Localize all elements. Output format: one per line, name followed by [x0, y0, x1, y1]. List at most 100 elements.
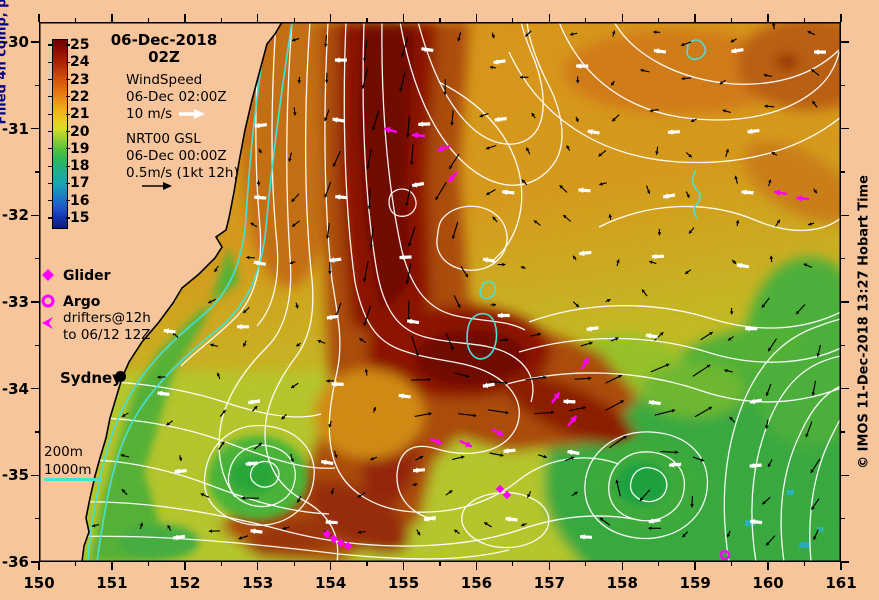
x-axis-label: 150: [23, 574, 55, 592]
y-tick-minor: [35, 518, 39, 520]
y-tick-minor-right: [841, 84, 845, 86]
city-marker: [115, 371, 126, 382]
x-tick-major: [111, 562, 113, 570]
y-tick-major-right: [841, 387, 849, 390]
x-tick-major: [694, 562, 696, 570]
wind-legend-time: 06-Dec 02:00Z: [126, 89, 227, 105]
colorbar-tick-label: 22: [70, 88, 90, 105]
y-axis-label: -30: [1, 33, 29, 51]
x-axis-label: 158: [606, 574, 638, 592]
colorbar-tick-left: [48, 113, 52, 115]
gsl-legend-time: 06-Dec 00:00Z: [126, 148, 227, 164]
y-tick-major-right: [841, 214, 849, 217]
colorbar-tick-left: [48, 148, 52, 150]
y-tick-minor-right: [841, 344, 845, 346]
x-tick-minor: [147, 562, 149, 566]
colorbar-tick-left: [48, 130, 52, 133]
map-canvas[interactable]: [39, 22, 841, 562]
drifter-legend-line1: drifters@12h: [63, 310, 151, 326]
bathy-200m-label: 200m: [44, 444, 83, 460]
wind-arrow-icon: [178, 109, 205, 119]
y-tick-minor-right: [841, 171, 845, 173]
x-tick-major: [38, 562, 40, 570]
y-tick-major: [31, 41, 39, 43]
x-tick-minor: [731, 562, 733, 566]
city-label: Sydney: [60, 369, 122, 387]
title-time: 02Z: [148, 48, 180, 66]
plot-title: 06-Dec-2018 02Z: [108, 32, 220, 66]
colorbar-tick-label: 24: [70, 54, 90, 71]
bathy-1000m-label: 1000m: [44, 462, 92, 478]
x-tick-major: [402, 562, 405, 570]
current-arrow-icon: [142, 182, 172, 190]
x-tick-minor-top: [220, 18, 222, 22]
argo-legend-label: Argo: [63, 294, 101, 310]
x-tick-minor-top: [658, 18, 660, 22]
x-axis-label: 157: [533, 574, 566, 592]
x-tick-major-top: [475, 14, 478, 22]
x-tick-major-top: [38, 14, 40, 22]
glider-icon: [42, 269, 54, 281]
y-axis-label: -32: [1, 206, 29, 225]
x-tick-major-top: [694, 14, 696, 22]
bathy-line-sample: [44, 478, 102, 481]
x-tick-minor-top: [293, 18, 295, 22]
sst-colorbar: [52, 39, 68, 229]
colorbar-tick-left: [48, 44, 52, 46]
credit-text: © IMOS 11-Dec-2018 13:27 Hobart Time: [856, 175, 872, 469]
colorbar-tick-right: [66, 217, 70, 219]
colorbar-tick-right: [66, 113, 70, 115]
title-date: 06-Dec-2018: [110, 31, 218, 49]
y-tick-minor: [35, 258, 39, 260]
x-tick-major: [767, 562, 769, 570]
colorbar-tick-right: [66, 96, 70, 98]
colorbar-tick-left: [48, 200, 52, 202]
x-tick-minor: [658, 562, 660, 566]
y-tick-major-right: [841, 127, 849, 130]
colorbar-tick-label: 23: [70, 71, 90, 88]
map-image[interactable]: [39, 22, 841, 562]
colorbar-tick-left: [48, 96, 52, 98]
wind-vector-arrows: [157, 46, 827, 541]
x-tick-major-top: [621, 14, 624, 22]
x-tick-minor: [439, 562, 441, 566]
x-axis-label: 159: [679, 574, 711, 592]
colorbar-tick-label: 15: [70, 210, 90, 226]
bathymetry-contours: [87, 22, 707, 562]
wind-legend-title: WindSpeed: [126, 72, 203, 88]
colorbar-tick-left: [48, 79, 52, 81]
colorbar-tick-right: [66, 182, 70, 184]
colorbar-tick-right: [66, 44, 70, 46]
x-tick-minor: [803, 562, 806, 566]
y-tick-major-right: [841, 561, 849, 563]
colorbar-tick-right: [66, 79, 70, 81]
wind-scale-text: 10 m/s: [126, 106, 173, 122]
y-tick-major: [31, 301, 39, 303]
gsl-legend-title: NRT00 GSL: [126, 131, 201, 147]
x-tick-minor-top: [439, 18, 441, 22]
plot-frame: [39, 22, 841, 562]
colorbar-tick-right: [66, 165, 70, 167]
x-axis-label: 152: [169, 574, 201, 592]
x-tick-major: [840, 562, 842, 570]
x-tick-major: [256, 562, 259, 570]
x-tick-major: [184, 562, 186, 570]
x-tick-major: [475, 562, 478, 570]
x-axis-label: 156: [460, 574, 493, 592]
x-tick-minor-top: [585, 18, 587, 22]
colorbar-title: Filled 4h comp, p50, All Sats: [0, 0, 10, 125]
y-tick-minor-right: [841, 431, 845, 433]
x-tick-minor-top: [803, 18, 806, 22]
y-tick-major: [31, 561, 39, 563]
x-axis-label: 151: [96, 574, 128, 592]
x-tick-major-top: [840, 14, 842, 22]
y-tick-minor: [35, 344, 39, 346]
x-tick-major-top: [329, 14, 332, 22]
y-tick-major-right: [841, 301, 849, 303]
current-vector-arrows: [91, 22, 822, 546]
colorbar-tick-label: 16: [70, 192, 90, 209]
x-axis-label: 153: [242, 574, 274, 592]
colorbar-tick-right: [66, 148, 70, 150]
y-tick-minor-right: [841, 518, 845, 520]
